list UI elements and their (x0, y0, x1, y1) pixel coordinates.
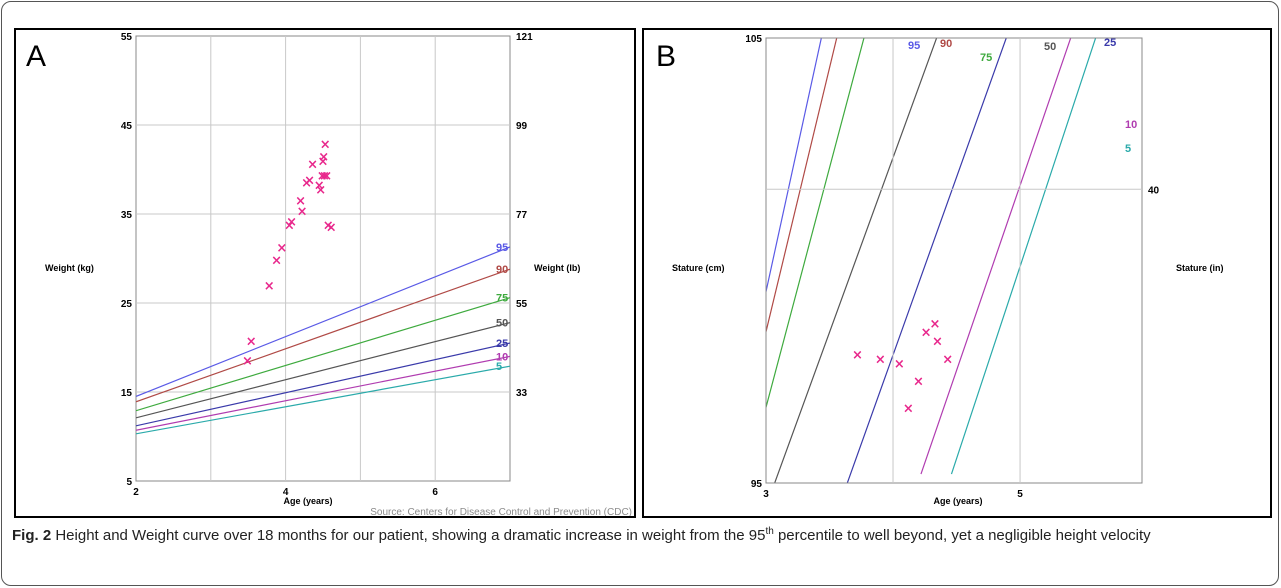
stature-chart: B ××××××××× 359510540439590755025105 Sta… (656, 34, 1224, 506)
y-tick-label-right: 33 (516, 388, 528, 399)
x-axis-label: Age (years) (933, 496, 982, 506)
x-tick-label: 4 (283, 487, 289, 498)
plot-frame (765, 37, 1143, 484)
x-axis-label: Age (years) (283, 496, 332, 506)
percentile-line-95 (136, 246, 510, 398)
data-point-marker: × (913, 375, 924, 390)
percentile-label-75: 75 (980, 52, 992, 64)
percentile-line-5 (950, 38, 1097, 475)
data-point-marker: × (929, 317, 940, 332)
percentile-line-90 (136, 268, 510, 403)
y-tick-label-right: 77 (516, 210, 528, 221)
y-tick-label: 45 (121, 121, 133, 132)
data-point-marker: × (297, 204, 308, 219)
source-note: Source: Centers for Disease Control and … (370, 507, 632, 516)
caption-label: Fig. 2 (12, 527, 52, 544)
percentile-label-10: 10 (1125, 119, 1137, 131)
figure-caption: Fig. 2 Height and Weight curve over 18 m… (12, 525, 1267, 547)
y-tick-label: 15 (121, 388, 133, 399)
data-point-marker: × (304, 173, 315, 188)
data-point-marker: × (875, 352, 886, 367)
data-point-marker: × (318, 155, 329, 170)
data-point-marker: × (314, 179, 325, 194)
data-point-marker: × (318, 150, 329, 165)
y-tick-label: 105 (745, 34, 762, 45)
x-tick-label: 3 (763, 489, 769, 500)
data-point-marker: × (246, 334, 257, 349)
y-axis-label-right: Stature (in) (1176, 263, 1224, 273)
data-point-marker: × (321, 169, 332, 184)
percentile-label-90: 90 (496, 264, 508, 276)
x-tick-label: 2 (133, 487, 139, 498)
y-tick-label: 5 (126, 477, 132, 488)
caption-text-2: percentile to well beyond, yet a negligi… (773, 527, 1151, 544)
data-point-marker: × (315, 183, 326, 198)
percentile-label-5: 5 (1125, 143, 1131, 155)
data-point-marker: × (323, 219, 334, 234)
weight-chart: A ×××××××××××××××××××××× 2 4 6515253545553… (26, 32, 632, 516)
stature-chart-panel: B ××××××××× 359510540439590755025105 Sta… (642, 28, 1272, 518)
data-point-marker: × (276, 241, 287, 256)
y-tick-label: 55 (121, 32, 133, 43)
percentile-label-90: 90 (940, 38, 952, 50)
y-tick-label-right: 121 (516, 32, 533, 43)
weight-chart-panel: A × × × × × × × × × × × × × × × × × × × × × × 2 4 6 5 15 25 35 45 55 3… (14, 28, 636, 518)
percentile-line-25 (136, 342, 510, 427)
x-tick-label: 6 (432, 487, 438, 498)
data-point-marker: × (319, 169, 330, 184)
percentile-label-10: 10 (496, 351, 508, 363)
y-axis-label-left: Stature (cm) (672, 263, 725, 273)
y-axis-label-right: Weight (lb) (534, 263, 580, 273)
data-point-marker: × (894, 357, 905, 372)
percentile-label-50: 50 (1044, 41, 1056, 53)
data-point-marker: × (320, 138, 331, 153)
y-tick-label: 95 (751, 479, 763, 490)
data-point-marker: × (242, 354, 253, 369)
percentile-line-50 (136, 321, 510, 419)
data-point-marker: × (932, 335, 943, 350)
data-point-marker: × (264, 279, 275, 294)
percentile-line-50 (774, 38, 938, 483)
percentile-line-25 (846, 38, 1007, 483)
percentile-line-10 (136, 355, 510, 431)
y-tick-label-right: 99 (516, 121, 528, 132)
y-tick-label-right: 55 (516, 299, 528, 310)
percentile-label-95: 95 (908, 40, 920, 52)
percentile-line-90 (766, 38, 838, 332)
y-tick-label: 25 (121, 299, 133, 310)
data-point-marker: × (326, 220, 337, 235)
data-point-marker: × (942, 352, 953, 367)
y-tick-label: 35 (121, 210, 133, 221)
data-point-marker: × (921, 326, 932, 341)
percentile-label-75: 75 (496, 293, 508, 305)
percentile-line-75 (136, 297, 510, 412)
data-point-marker: × (317, 169, 328, 184)
percentile-line-5 (136, 365, 510, 435)
panel-letter-b: B (656, 40, 676, 73)
caption-superscript: th (765, 526, 774, 537)
panel-letter-a: A (26, 40, 46, 73)
data-point-marker: × (852, 348, 863, 363)
data-point-marker: × (286, 215, 297, 230)
caption-text-1: Height and Weight curve over 18 months f… (51, 527, 766, 544)
percentile-line-95 (766, 38, 822, 292)
data-point-marker: × (307, 157, 318, 172)
percentile-label-25: 25 (1104, 37, 1116, 49)
data-point-marker: × (903, 401, 914, 416)
percentile-label-50: 50 (496, 318, 508, 330)
percentile-label-95: 95 (496, 242, 508, 254)
x-tick-label: 5 (1017, 489, 1023, 500)
percentile-line-10 (920, 38, 1072, 475)
y-axis-label-left: Weight (kg) (45, 263, 94, 273)
y-tick-label-right: 40 (1148, 185, 1160, 196)
data-point-marker: × (271, 253, 282, 268)
percentile-line-75 (766, 38, 865, 408)
plot-frame (135, 35, 511, 482)
percentile-label-25: 25 (496, 338, 508, 350)
data-point-marker: × (284, 219, 295, 234)
data-point-marker: × (301, 176, 312, 191)
percentile-label-5: 5 (496, 361, 502, 373)
data-point-marker: × (295, 194, 306, 209)
